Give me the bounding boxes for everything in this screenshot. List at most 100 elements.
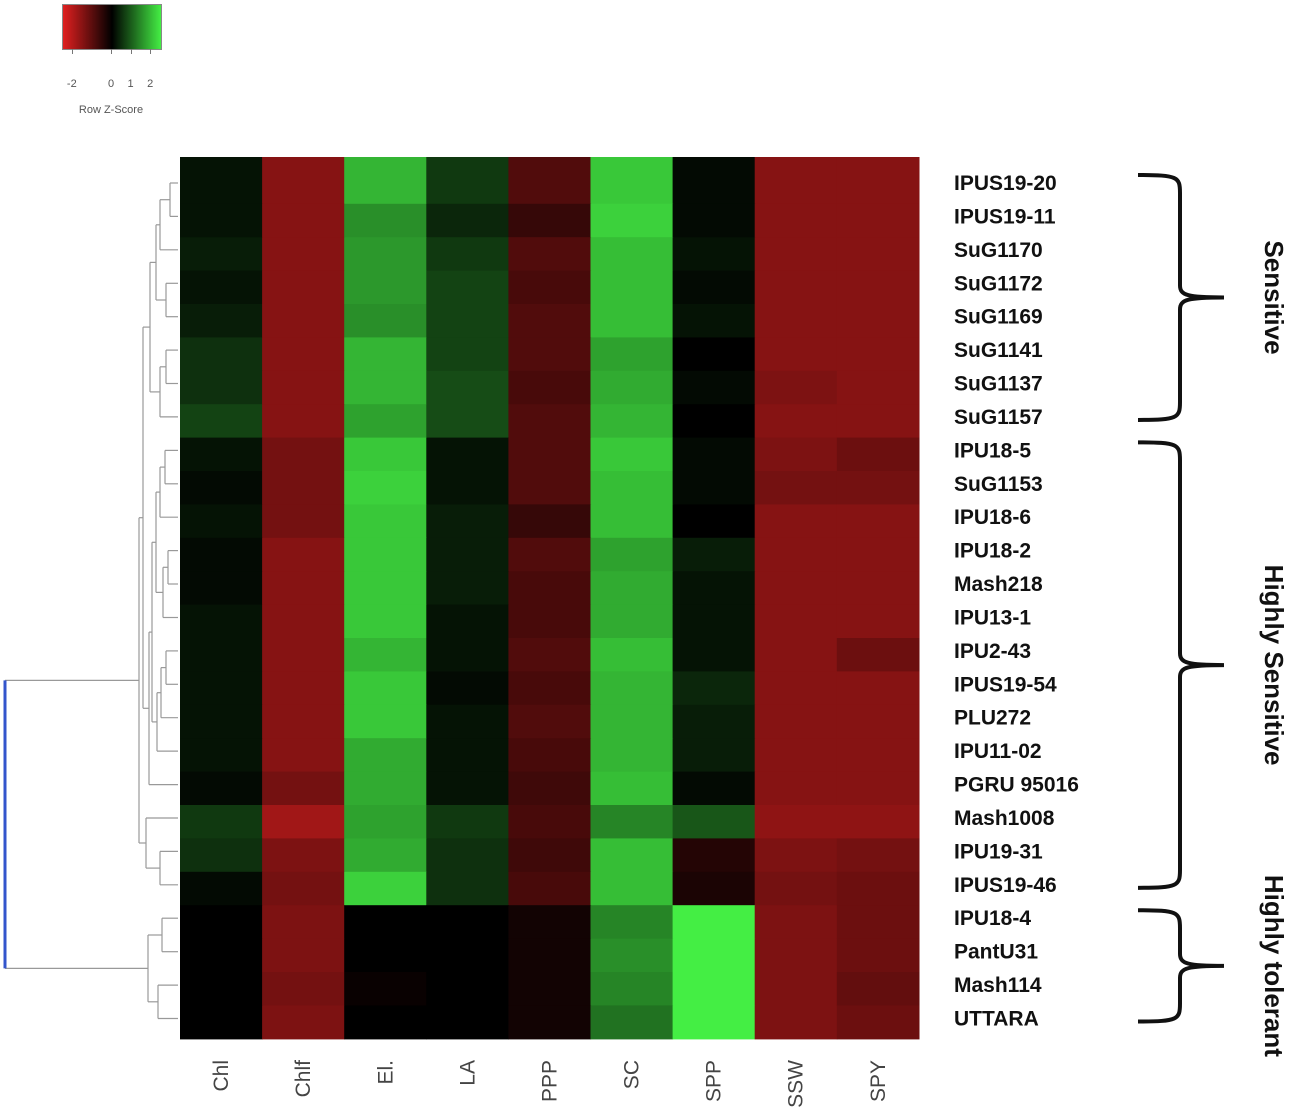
heatmap-cell [754,771,838,806]
heatmap-cell [180,304,263,338]
heatmap-cell [754,203,838,238]
heatmap-cell [426,972,509,1006]
heatmap-cell [262,203,345,238]
heatmap-cell [754,404,838,439]
heatmap-cell [344,1005,427,1040]
heatmap-cell [426,537,509,572]
heatmap-cell [426,237,509,272]
heatmap-cell [672,203,756,238]
color-key-tickmark [111,49,112,54]
heatmap-cell [508,771,592,806]
row-label: IPU18-6 [954,506,1031,529]
group-label: Highly Sensitive [1259,565,1289,766]
heatmap-cell [836,270,920,305]
heatmap-cell [344,838,427,873]
heatmap-cell [754,437,838,472]
heatmap-cell [180,504,263,539]
heatmap-cell [508,671,592,706]
heatmap-cell [508,738,592,773]
heatmap-cell [508,838,592,873]
heatmap-cell [836,638,920,672]
heatmap-cell [590,571,674,606]
heatmap-cell [590,157,674,205]
heatmap-cell [262,504,345,539]
heatmap-cell [508,237,592,272]
row-label: Mash114 [954,974,1042,997]
color-key-tickmark [150,49,152,54]
column-label: PPP [538,1060,561,1102]
heatmap-cell [344,938,427,973]
heatmap-cell [672,1005,756,1040]
heatmap-cell [590,972,674,1006]
heatmap-cell [754,938,838,973]
heatmap-cell [836,671,920,706]
heatmap-cell [426,571,509,606]
heatmap-cell [426,604,509,639]
heatmap-cell [672,571,756,606]
color-key-tickmark [130,49,132,54]
row-label: SuG1153 [954,473,1043,496]
heatmap-cell [262,437,345,472]
heatmap-cell [836,537,920,572]
heatmap-cell [672,805,756,839]
heatmap-cell [672,404,756,439]
heatmap-cell [754,905,838,940]
heatmap-cell [590,304,674,338]
color-key-tick-label: 0 [107,78,115,90]
heatmap-cell [344,304,427,338]
heatmap-cell [754,370,838,405]
heatmap-cell [426,805,509,839]
heatmap-cell [672,370,756,405]
heatmap-cell [180,704,263,739]
heatmap-cell [672,157,756,205]
heatmap-cell [344,237,427,272]
heatmap-cell [836,304,920,338]
heatmap-cell [672,471,756,505]
heatmap-cell [508,871,592,906]
heatmap-cell [344,905,427,940]
row-label: SuG1170 [954,239,1043,262]
heatmap-cell [754,671,838,706]
heatmap-cell [262,871,345,906]
group-label: Highly tolerant [1259,875,1289,1057]
heatmap-cell [344,704,427,739]
heatmap-cell [590,871,674,906]
heatmap-cell [262,270,345,305]
heatmap-cell [754,604,838,639]
heatmap-cell [344,638,427,672]
heatmap-cell [426,871,509,906]
heatmap-cell [754,337,838,372]
heatmap-cell [508,270,592,305]
heatmap-cell [426,1005,509,1040]
heatmap-cell [426,404,509,439]
heatmap-cell [672,671,756,706]
heatmap-cell [508,203,592,238]
heatmap-cell [590,471,674,505]
row-label: IPUS19-11 [954,205,1056,228]
heatmap-cell [262,905,345,940]
heatmap-cell [836,237,920,272]
row-label: IPUS19-54 [954,673,1057,696]
heatmap-cell [180,471,263,505]
heatmap-cell [590,270,674,305]
heatmap-cell [426,905,509,940]
heatmap-cell [344,871,427,906]
heatmap-cell [836,871,920,906]
heatmap-cell [262,671,345,706]
row-label: IPUS19-20 [954,172,1057,195]
group-brackets: Sensitive Highly Sensitive Highly tolerant [1137,173,1289,1057]
heatmap-cell [508,1005,592,1040]
row-label: IPU11-02 [954,740,1042,763]
row-label: SuG1137 [954,373,1043,396]
heatmap-cell [262,771,345,806]
heatmap-cell [754,504,838,539]
heatmap-cell [262,370,345,405]
heatmap-cell [754,871,838,906]
column-label: SC [621,1060,644,1089]
heatmap-cell [344,337,427,372]
heatmap-cell [344,571,427,606]
column-label: Chlf [292,1060,315,1098]
column-label: SSW [785,1060,808,1108]
heatmap-cell [754,972,838,1006]
row-dendrogram [3,182,178,1020]
